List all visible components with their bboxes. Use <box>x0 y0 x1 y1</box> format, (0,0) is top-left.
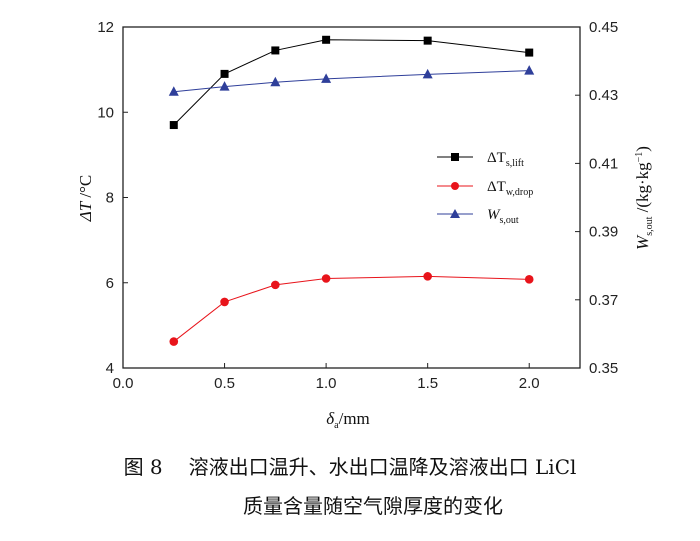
x-tick-label: 1.5 <box>417 375 438 392</box>
x-tick-label: 1.0 <box>316 375 337 392</box>
data-point-square <box>525 48 534 57</box>
y-left-tick-label: 10 <box>97 104 114 121</box>
data-point-triangle <box>321 73 332 83</box>
legend: ΔTs,lift ΔTw,drop Ws,out <box>437 150 533 226</box>
legend-triangle-marker <box>450 209 460 218</box>
y-left-axis-title: ΔT /°C <box>76 175 95 223</box>
data-point-triangle <box>168 86 179 96</box>
legend-label-dt-w-drop: ΔT <box>487 179 506 195</box>
figure-caption-line-2: 质量含量随空气隙厚度的变化 <box>0 490 700 519</box>
data-point-circle <box>423 272 432 281</box>
legend-item-dt-w-drop: ΔTw,drop <box>437 179 533 198</box>
svg-text:Ws,out: Ws,out <box>487 207 519 226</box>
y-right-axis-ticks: 0.35 0.37 0.39 0.41 0.43 0.45 <box>575 19 618 377</box>
y-left-tick-label: 6 <box>106 275 114 292</box>
data-point-square <box>322 35 331 44</box>
y-left-axis-ticks: 4 6 8 10 12 <box>97 19 128 377</box>
series-line-1 <box>173 275 530 342</box>
data-point-triangle <box>270 76 281 87</box>
chart: 0.0 0.5 1.0 1.5 2.0 4 6 8 10 12 0.35 0.37 0.39 0.41… <box>76 19 655 431</box>
data-point-square <box>423 36 432 45</box>
data-point-circle <box>321 274 331 283</box>
figure-caption-line-1: 图 8 溶液出口温升、水出口温降及溶液出口 LiCl <box>0 451 700 480</box>
data-point-circle <box>169 337 179 346</box>
legend-item-w-s-out: Ws,out <box>437 207 519 226</box>
y-right-tick-label: 0.39 <box>589 224 618 241</box>
figure-caption-text-1: 溶液出口温升、水出口温降及溶液出口 LiCl <box>188 455 577 479</box>
x-tick-label: 2.0 <box>519 375 540 392</box>
y-right-tick-label: 0.43 <box>589 87 618 104</box>
figure-number: 图 8 <box>123 455 163 479</box>
y-right-axis-title: Ws,out /(kg·kg−1) <box>633 146 655 250</box>
legend-item-dt-s-lift: ΔTs,lift <box>437 150 524 169</box>
legend-square-marker <box>451 153 459 161</box>
data-point-circle <box>524 275 534 284</box>
y-left-tick-label: 8 <box>106 190 114 207</box>
svg-text:ΔTw,drop: ΔTw,drop <box>487 179 533 198</box>
data-point-triangle <box>219 81 230 91</box>
data-point-square <box>169 121 178 130</box>
legend-circle-marker <box>451 182 459 190</box>
x-tick-label: 0.0 <box>113 375 134 392</box>
series-line-0 <box>173 39 530 126</box>
series-layer <box>168 35 535 346</box>
svg-text:ΔTs,lift: ΔTs,lift <box>487 150 524 169</box>
x-axis-ticks: 0.0 0.5 1.0 1.5 2.0 <box>113 363 540 392</box>
y-left-tick-label: 12 <box>97 19 114 36</box>
y-right-tick-label: 0.37 <box>589 292 618 309</box>
y-left-tick-label: 4 <box>106 360 114 377</box>
data-point-circle <box>220 297 229 307</box>
data-point-circle <box>271 280 280 290</box>
x-axis-title: δa/mm <box>326 409 370 431</box>
data-point-triangle <box>524 65 535 75</box>
y-right-tick-label: 0.35 <box>589 360 618 377</box>
figure-caption-text-2: 质量含量随空气隙厚度的变化 <box>243 494 503 518</box>
data-point-square <box>271 46 280 55</box>
data-point-triangle <box>422 68 433 79</box>
series-line-2 <box>173 70 530 93</box>
data-point-square <box>220 69 229 78</box>
y-right-tick-label: 0.45 <box>589 19 618 36</box>
x-tick-label: 0.5 <box>214 375 235 392</box>
y-right-tick-label: 0.41 <box>589 155 618 172</box>
legend-label-w-s-out: W <box>487 207 501 223</box>
legend-label-dt-s-lift: ΔT <box>487 150 506 166</box>
